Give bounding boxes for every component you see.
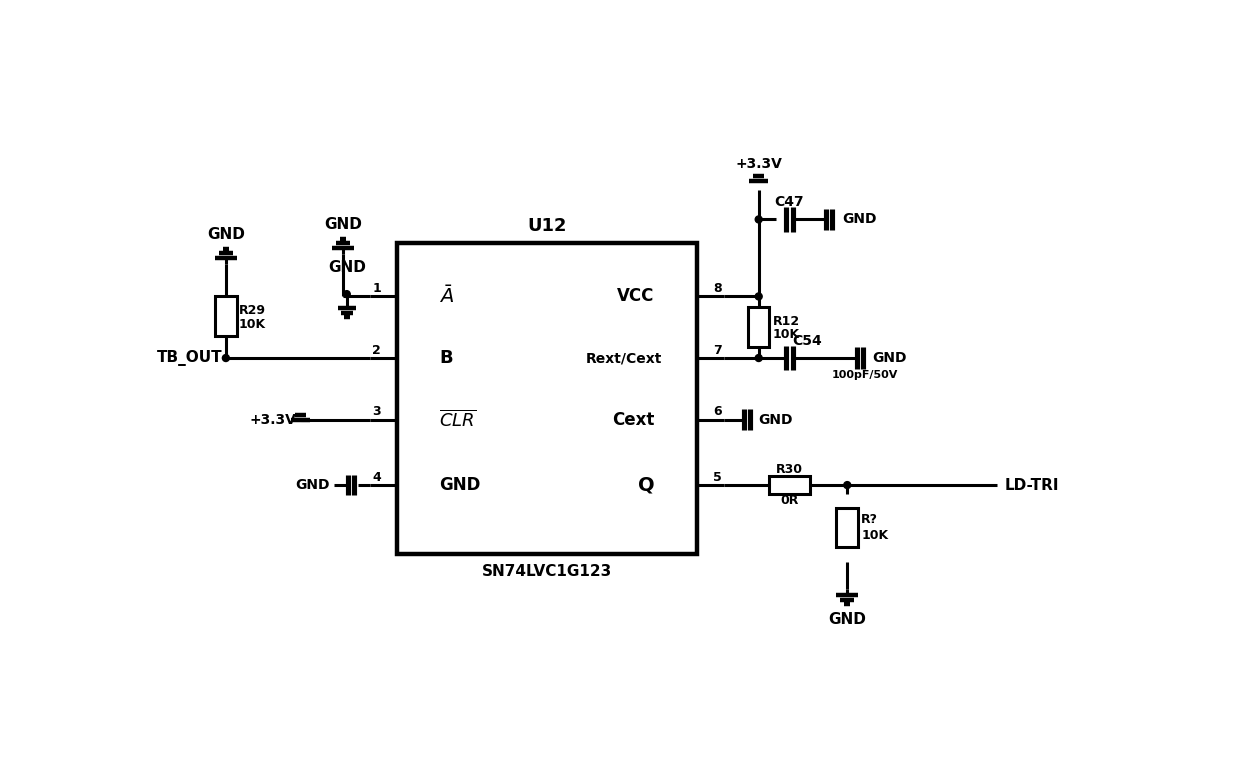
Text: VCC: VCC — [618, 288, 655, 305]
Text: SN74LVC1G123: SN74LVC1G123 — [482, 564, 613, 579]
Text: 10K: 10K — [861, 528, 888, 541]
Text: 10K: 10K — [773, 329, 800, 341]
Text: $\overline{CLR}$: $\overline{CLR}$ — [439, 410, 476, 430]
Bar — [215, 297, 237, 336]
Text: +3.3V: +3.3V — [249, 413, 296, 427]
Text: GND: GND — [207, 227, 244, 242]
Text: GND: GND — [295, 478, 330, 492]
Text: 8: 8 — [713, 282, 722, 295]
Text: GND: GND — [873, 351, 908, 365]
Text: +3.3V: +3.3V — [735, 157, 782, 171]
Text: C54: C54 — [792, 334, 822, 348]
Text: TB_OUT: TB_OUT — [156, 350, 222, 366]
Text: R?: R? — [861, 513, 878, 526]
Text: GND: GND — [324, 217, 362, 232]
Text: 5: 5 — [713, 471, 722, 484]
Circle shape — [222, 354, 229, 362]
Text: 6: 6 — [713, 406, 722, 419]
Text: Q: Q — [639, 475, 655, 494]
Text: Cext: Cext — [613, 410, 655, 428]
Text: GND: GND — [439, 476, 481, 494]
Text: 3: 3 — [372, 406, 381, 419]
Circle shape — [755, 293, 763, 300]
Text: 100pF/50V: 100pF/50V — [832, 370, 898, 380]
Text: C47: C47 — [775, 195, 805, 210]
Text: 4: 4 — [372, 471, 381, 484]
Text: 2: 2 — [372, 344, 381, 357]
Bar — [397, 242, 697, 554]
Text: GND: GND — [758, 413, 792, 427]
Text: 7: 7 — [713, 344, 722, 357]
Circle shape — [343, 291, 350, 298]
Text: LD-TRI: LD-TRI — [1006, 478, 1060, 493]
Text: U12: U12 — [527, 217, 567, 235]
Circle shape — [755, 216, 763, 223]
Text: R12: R12 — [773, 315, 800, 328]
Text: R30: R30 — [776, 463, 804, 476]
Text: 10K: 10K — [239, 318, 267, 331]
Circle shape — [755, 354, 763, 362]
Text: GND: GND — [327, 260, 366, 276]
Bar — [837, 508, 858, 547]
Text: 1: 1 — [372, 282, 381, 295]
Text: B: B — [439, 349, 453, 367]
Text: 0R: 0R — [780, 494, 799, 507]
Bar — [748, 307, 770, 347]
Text: GND: GND — [842, 213, 877, 226]
Bar — [770, 476, 810, 494]
Circle shape — [843, 481, 851, 488]
Text: GND: GND — [828, 612, 867, 628]
Text: R29: R29 — [239, 304, 265, 316]
Text: Rext/Cext: Rext/Cext — [587, 351, 662, 365]
Text: $\bar{A}$: $\bar{A}$ — [439, 285, 454, 307]
